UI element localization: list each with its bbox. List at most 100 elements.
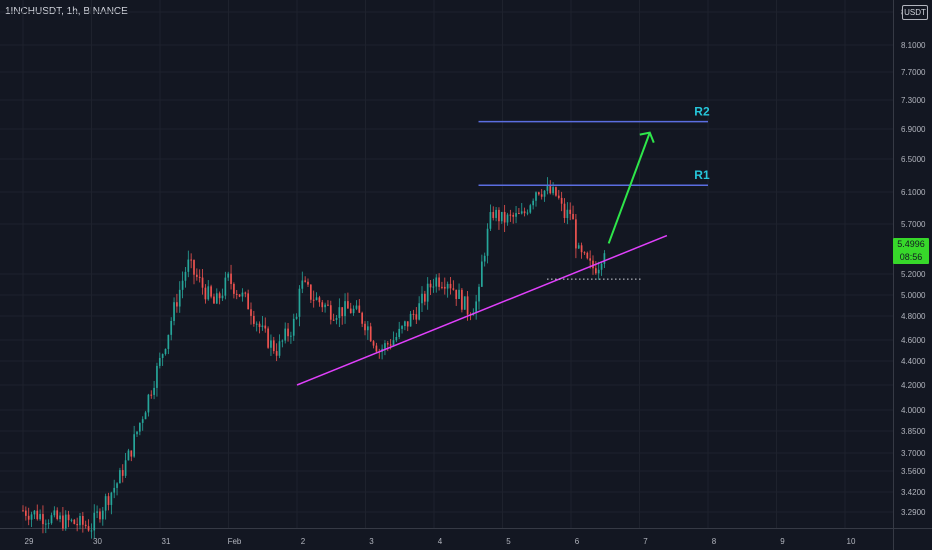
- candle: [295, 313, 298, 320]
- candle: [512, 212, 515, 224]
- candle: [241, 288, 244, 302]
- candle-body: [560, 197, 563, 204]
- candle-body: [310, 284, 312, 300]
- candle-body: [495, 209, 497, 218]
- price-tick-label: 4.0000: [901, 406, 926, 415]
- candle-body: [589, 258, 591, 261]
- candle-body: [432, 286, 435, 288]
- candle-body: [193, 260, 195, 275]
- candle: [529, 203, 532, 214]
- candle: [47, 519, 50, 529]
- current-price-tag: 5.4996 08:56: [893, 238, 929, 264]
- candle: [76, 517, 78, 532]
- price-tick-label: 4.2000: [901, 381, 926, 390]
- candle: [298, 285, 301, 327]
- candle: [238, 294, 241, 298]
- candle: [27, 507, 30, 526]
- candle-body: [161, 354, 164, 358]
- candle: [64, 510, 67, 531]
- candle: [381, 344, 383, 360]
- candle-body: [412, 313, 415, 315]
- candle-body: [127, 450, 130, 461]
- current-price-value: 5.4996: [897, 239, 925, 249]
- candle-body: [99, 511, 101, 520]
- candle: [270, 334, 272, 357]
- candle: [230, 264, 232, 290]
- candle: [452, 280, 455, 291]
- price-tick-label: 6.9000: [901, 125, 926, 134]
- candle-body: [595, 268, 597, 274]
- candle-body: [210, 286, 212, 297]
- candle-body: [39, 514, 41, 520]
- time-tick-label: Feb: [228, 537, 242, 546]
- candle-body: [386, 343, 389, 345]
- time-tick-label: 2: [301, 537, 306, 546]
- candle-body: [327, 304, 329, 306]
- candle: [435, 274, 438, 293]
- candle-body: [136, 431, 138, 435]
- candle-body: [275, 351, 278, 356]
- candle-body: [93, 512, 96, 531]
- candle-body: [580, 245, 583, 253]
- price-tick-label: 3.2900: [901, 508, 926, 517]
- candle-body: [176, 302, 178, 307]
- candle-body: [563, 203, 566, 218]
- candle: [372, 339, 375, 349]
- candle: [475, 294, 477, 320]
- candle: [278, 334, 281, 359]
- price-tick-label: 4.6000: [901, 336, 926, 345]
- candle-body: [298, 288, 301, 317]
- candle: [509, 209, 512, 222]
- candle-body: [287, 328, 289, 337]
- candle-body: [401, 326, 403, 329]
- candle-body: [426, 283, 429, 302]
- candle-body: [395, 336, 398, 341]
- candle-body: [272, 340, 275, 352]
- candle-body: [389, 344, 392, 346]
- candle: [244, 291, 247, 298]
- candle-body: [458, 289, 460, 299]
- candle: [253, 310, 255, 327]
- candle: [563, 198, 566, 223]
- candle: [318, 295, 321, 307]
- price-tick-label: 8.1000: [901, 41, 926, 50]
- candle-body: [33, 510, 36, 515]
- projection-arrow-head: [639, 131, 655, 144]
- candle: [398, 321, 401, 340]
- candle-body: [463, 296, 466, 310]
- candle-body: [535, 192, 537, 201]
- candle-body: [509, 214, 512, 216]
- candle: [595, 261, 597, 275]
- candle-body: [198, 276, 201, 278]
- candle: [520, 202, 523, 215]
- candle: [204, 284, 207, 304]
- candle: [127, 448, 130, 461]
- candle-body: [261, 325, 264, 328]
- price-unit-badge[interactable]: USDT: [902, 5, 928, 20]
- candle-body: [409, 313, 412, 327]
- candle: [147, 393, 150, 417]
- candle: [62, 506, 64, 531]
- candle-body: [415, 314, 418, 320]
- candle-body: [421, 293, 423, 304]
- candle: [82, 511, 84, 533]
- candle-body: [70, 519, 73, 521]
- time-tick-label: 6: [575, 537, 580, 546]
- candle: [526, 209, 529, 216]
- candle: [150, 390, 153, 399]
- candle-body: [438, 277, 440, 287]
- candle-body: [520, 211, 523, 214]
- candle-body: [64, 514, 67, 529]
- candle-body: [481, 261, 483, 287]
- candle-body: [84, 524, 87, 527]
- candle: [349, 302, 352, 314]
- candle-body: [290, 335, 292, 337]
- candle: [412, 309, 415, 320]
- candle-body: [224, 277, 227, 296]
- candle-body: [515, 213, 517, 217]
- support-trendline: [296, 234, 668, 386]
- candle: [455, 289, 458, 306]
- candle-body: [301, 280, 304, 289]
- candle: [432, 278, 435, 293]
